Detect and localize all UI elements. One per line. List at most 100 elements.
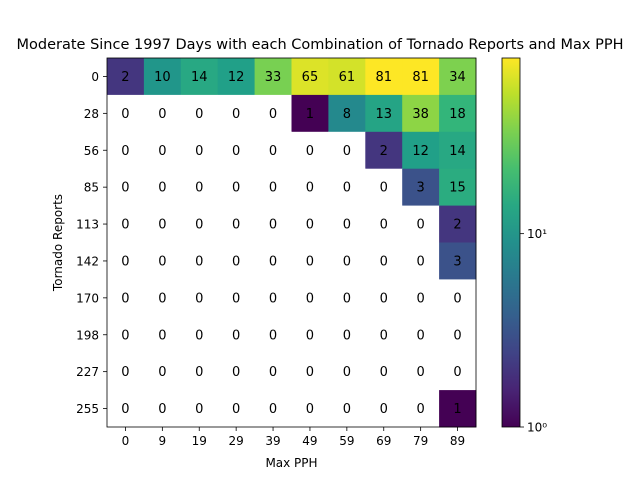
cell-value-label: 0	[121, 144, 129, 159]
cell-value-label: 0	[453, 328, 461, 343]
cell-value-label: 33	[265, 70, 282, 85]
heatmap-cell	[217, 353, 255, 391]
heatmap-cell	[217, 168, 255, 206]
heatmap-cell	[107, 131, 145, 170]
x-tick-label: 29	[229, 434, 244, 448]
cell-value-label: 14	[191, 70, 208, 85]
x-axis: 0 9 19 29 39 49 59 69 79 89	[122, 427, 465, 448]
heatmap-cell	[180, 279, 219, 317]
x-tick-label: 49	[302, 434, 317, 448]
cell-value-label: 13	[375, 107, 392, 122]
y-axis: 0 28 56 85 113 142 170 198 227 255	[76, 70, 107, 416]
cell-value-label: 0	[306, 144, 314, 159]
heatmap-cell	[254, 279, 292, 317]
heatmap-cell	[328, 58, 366, 96]
heatmap-cell	[365, 58, 403, 96]
heatmap-cell	[328, 94, 366, 133]
x-tick-label: 0	[122, 434, 130, 448]
x-tick-label: 89	[450, 434, 465, 448]
cell-value-label: 0	[121, 365, 129, 380]
cell-value-label: 0	[306, 402, 314, 417]
heatmap-cell	[365, 279, 403, 317]
cell-value-label: 0	[269, 402, 277, 417]
x-axis-label: Max PPH	[265, 456, 317, 470]
cell-value-label: 0	[343, 328, 351, 343]
cell-value-label: 0	[380, 328, 388, 343]
heatmap-cell	[217, 316, 255, 354]
cell-value-label: 0	[121, 218, 129, 233]
heatmap-cell	[439, 353, 477, 391]
heatmap-cell	[143, 58, 182, 96]
cell-value-label: 0	[121, 291, 129, 306]
cell-value-label: 0	[158, 107, 166, 122]
heatmap-cell	[291, 390, 329, 428]
cell-value-label: 0	[232, 402, 240, 417]
heatmap-cell	[254, 94, 292, 133]
cell-value-label: 3	[453, 254, 461, 269]
heatmap-cell	[107, 279, 145, 317]
heatmap-cell	[439, 131, 477, 170]
cell-value-label: 0	[232, 365, 240, 380]
heatmap-cell	[107, 58, 145, 96]
cell-value-label: 12	[412, 144, 429, 159]
cell-value-label: 2	[121, 70, 129, 85]
cell-value-label: 0	[343, 181, 351, 196]
cell-value-label: 0	[158, 254, 166, 269]
heatmap-cell	[439, 205, 477, 243]
cell-value-labels: 2 10 14 12 33 65 61 81 81 340 0 0 0 0 1 8 13 38 180 0 0 0 0 0 0 2…	[121, 70, 466, 417]
cell-value-label: 14	[449, 144, 466, 159]
cell-value-label: 38	[412, 107, 429, 122]
cell-value-label: 0	[232, 107, 240, 122]
heatmap-cell	[328, 168, 366, 206]
cell-value-label: 0	[195, 402, 203, 417]
heatmap-cell	[365, 390, 403, 428]
heatmap-cell	[291, 58, 329, 96]
heatmap-cell	[365, 353, 403, 391]
cell-value-label: 0	[417, 291, 425, 306]
cell-value-label: 0	[269, 181, 277, 196]
cell-value-label: 0	[269, 144, 277, 159]
heatmap-cell	[143, 390, 182, 428]
heatmap-cell	[143, 168, 182, 206]
heatmap-cell	[402, 168, 440, 206]
cell-value-label: 0	[269, 254, 277, 269]
heatmap-cell	[439, 94, 477, 133]
heatmap-cell	[107, 353, 145, 391]
heatmap-cell	[107, 168, 145, 206]
cell-value-label: 0	[380, 218, 388, 233]
y-axis-label: Tornado Reports	[51, 194, 65, 292]
x-tick-label: 9	[159, 434, 167, 448]
heatmap-cell	[143, 131, 182, 170]
cell-value-label: 0	[121, 328, 129, 343]
y-tick-label: 198	[76, 328, 99, 342]
cell-value-label: 0	[417, 254, 425, 269]
cell-value-label: 0	[417, 365, 425, 380]
cell-value-label: 81	[412, 70, 429, 85]
cell-value-label: 0	[195, 181, 203, 196]
heatmap-cell	[328, 242, 366, 280]
cell-value-label: 0	[417, 218, 425, 233]
heatmap-cell	[328, 279, 366, 317]
heatmap-cell	[291, 316, 329, 354]
heatmap-cell	[107, 205, 145, 243]
colorbar-tick-label: 10⁰	[527, 421, 547, 435]
cell-value-label: 0	[232, 181, 240, 196]
heatmap-cell	[217, 279, 255, 317]
cell-value-label: 0	[195, 291, 203, 306]
cell-value-label: 0	[269, 107, 277, 122]
heatmap-cell	[402, 316, 440, 354]
cell-value-label: 0	[232, 291, 240, 306]
cell-value-label: 0	[269, 291, 277, 306]
colorbar-gradient	[501, 57, 521, 428]
cell-value-label: 0	[343, 365, 351, 380]
colorbar: 10⁰ 10¹	[501, 57, 547, 435]
heatmap-cell	[143, 353, 182, 391]
chart-title: Moderate Since 1997 Days with each Combi…	[17, 37, 624, 53]
x-tick-label: 79	[413, 434, 428, 448]
y-tick-label: 113	[76, 218, 99, 232]
y-tick-label: 85	[84, 181, 99, 195]
cell-value-label: 0	[453, 291, 461, 306]
heatmap-cell	[291, 205, 329, 243]
